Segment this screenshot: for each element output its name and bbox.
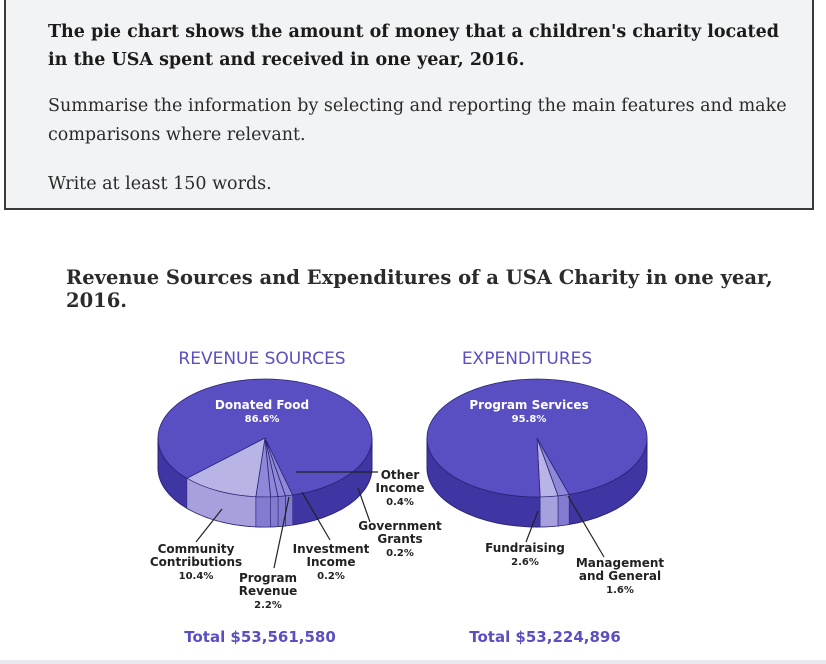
task-instruction: Summarise the information by selecting a… bbox=[48, 96, 787, 145]
slice-donated-food bbox=[157, 378, 373, 496]
label-donated-food: Donated Food 86.6% bbox=[215, 398, 309, 425]
revenue-sources-total: Total $53,561,580 bbox=[184, 628, 336, 646]
label-investment-income: Investment Income 0.2% bbox=[293, 542, 370, 582]
label-other-income: Other Income 0.4% bbox=[375, 468, 424, 508]
expenditures-total: Total $53,224,896 bbox=[469, 628, 621, 646]
slice-program-services bbox=[426, 378, 648, 498]
slice-side-investment-income bbox=[270, 496, 279, 528]
revenue-pie-chart: REVENUE SOURCES Donated Food 86.6% Communit… bbox=[150, 349, 442, 646]
label-fundraising: Fundraising 2.6% bbox=[485, 541, 565, 568]
leader-investment-income bbox=[301, 491, 331, 541]
slice-side-program-revenue bbox=[255, 496, 271, 528]
label-government-grants: Government Grants 0.2% bbox=[358, 519, 442, 559]
leader-government-grants bbox=[357, 487, 371, 523]
slice-side-management-and-general bbox=[557, 494, 570, 527]
bottom-divider bbox=[0, 660, 826, 664]
leader-program-revenue bbox=[273, 496, 290, 569]
slice-side-fundraising bbox=[539, 495, 559, 528]
leader-management-and-general bbox=[567, 495, 605, 558]
task-box: The pie chart shows the amount of money … bbox=[4, 0, 814, 210]
leader-fundraising bbox=[525, 510, 539, 543]
leader-community-contributions bbox=[195, 508, 223, 543]
revenue-sources-title: REVENUE SOURCES bbox=[178, 349, 345, 369]
chart-title: Revenue Sources and Expenditures of a US… bbox=[66, 266, 773, 312]
slice-side-community-contributions bbox=[186, 477, 257, 528]
label-program-services: Program Services 95.8% bbox=[469, 398, 588, 425]
task-title: The pie chart shows the amount of money … bbox=[48, 22, 779, 70]
expenditures-title: EXPENDITURES bbox=[462, 349, 592, 369]
label-management-and-general: Management and General 1.6% bbox=[576, 556, 665, 596]
task-word-count: Write at least 150 words. bbox=[48, 174, 272, 194]
label-community-contributions: Community Contributions 10.4% bbox=[150, 542, 242, 582]
label-program-revenue: Program Revenue 2.2% bbox=[239, 571, 298, 611]
expenditures-pie-chart: EXPENDITURES Program Services 95.8% Fundrai… bbox=[426, 349, 665, 646]
